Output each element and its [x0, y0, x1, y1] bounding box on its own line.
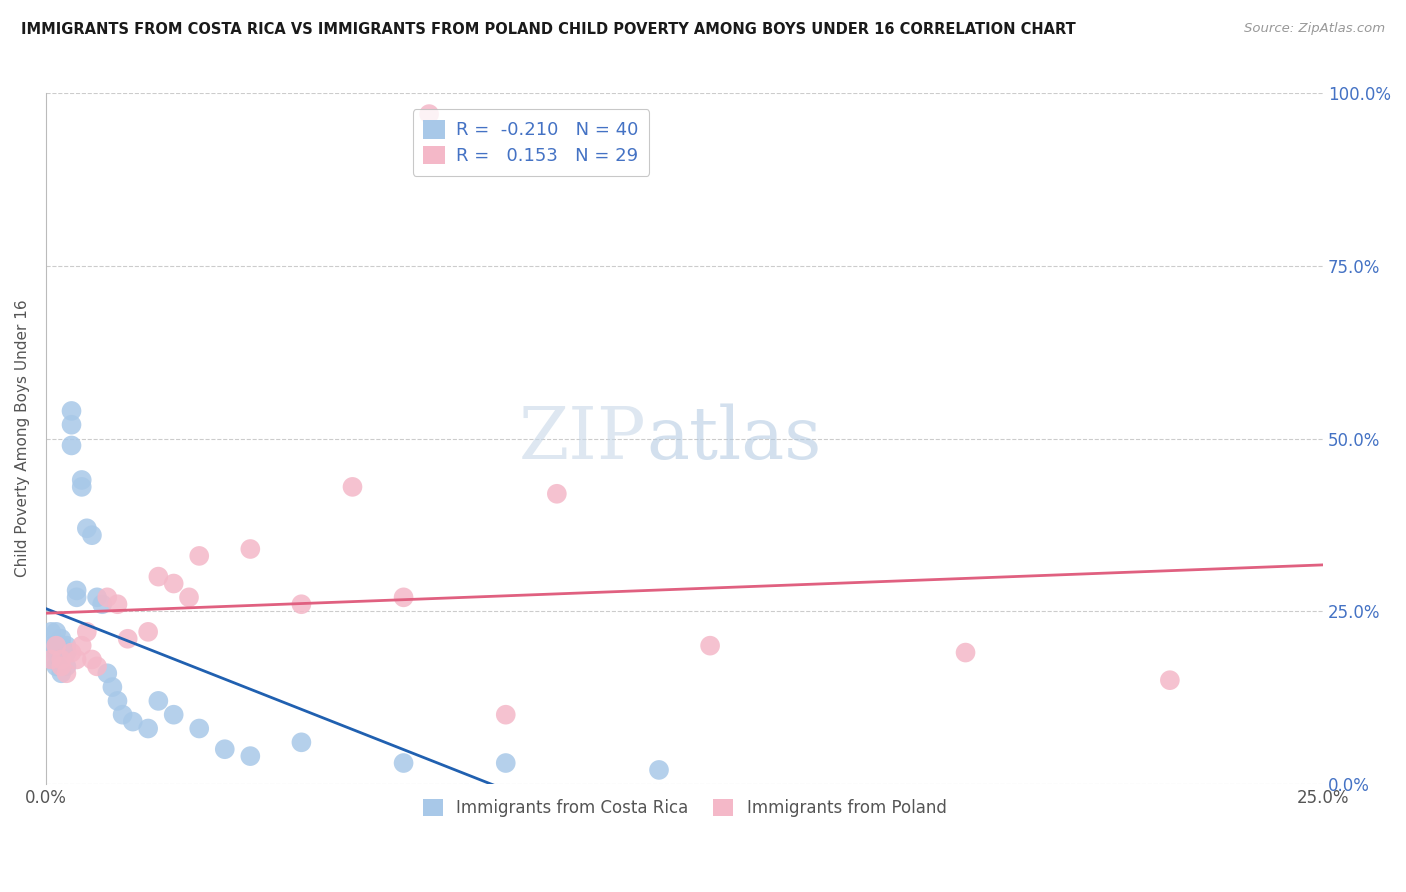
Point: [51, 639, 73, 653]
Point: [45, 646, 67, 660]
Point: [51, 652, 73, 666]
Point: [290, 735, 312, 749]
Point: [39, 652, 62, 666]
Point: [70, 639, 93, 653]
Point: [117, 632, 139, 646]
Point: [546, 487, 568, 501]
Point: [136, 624, 159, 639]
Point: [136, 722, 159, 736]
Point: [214, 742, 236, 756]
Point: [107, 694, 129, 708]
Point: [495, 756, 517, 770]
Text: IMMIGRANTS FROM COSTA RICA VS IMMIGRANTS FROM POLAND CHILD POVERTY AMONG BOYS UN: IMMIGRANTS FROM COSTA RICA VS IMMIGRANTS…: [21, 22, 1076, 37]
Point: [45, 624, 67, 639]
Point: [51, 632, 73, 646]
Point: [55, 639, 77, 653]
Point: [80, 652, 103, 666]
Point: [70, 473, 93, 487]
Point: [65, 652, 87, 666]
Point: [96, 591, 118, 605]
Point: [111, 707, 134, 722]
Point: [1159, 673, 1181, 688]
Point: [60, 404, 83, 418]
Point: [86, 591, 108, 605]
Point: [96, 666, 118, 681]
Point: [51, 652, 73, 666]
Point: [55, 646, 77, 660]
Point: [495, 707, 517, 722]
Point: [188, 549, 211, 563]
Point: [80, 528, 103, 542]
Point: [121, 714, 143, 729]
Point: [290, 597, 312, 611]
Point: [177, 591, 200, 605]
Point: [392, 756, 415, 770]
Point: [55, 659, 77, 673]
Point: [699, 639, 721, 653]
Point: [55, 666, 77, 681]
Point: [65, 591, 87, 605]
Point: [239, 541, 262, 556]
Point: [45, 659, 67, 673]
Point: [91, 597, 114, 611]
Point: [163, 707, 186, 722]
Point: [392, 591, 415, 605]
Point: [39, 652, 62, 666]
Y-axis label: Child Poverty Among Boys Under 16: Child Poverty Among Boys Under 16: [15, 300, 30, 577]
Point: [51, 659, 73, 673]
Point: [60, 438, 83, 452]
Text: atlas: atlas: [647, 403, 821, 474]
Point: [76, 624, 98, 639]
Point: [60, 417, 83, 432]
Point: [70, 480, 93, 494]
Point: [648, 763, 671, 777]
Point: [39, 624, 62, 639]
Point: [65, 583, 87, 598]
Point: [45, 639, 67, 653]
Point: [163, 576, 186, 591]
Point: [418, 107, 440, 121]
Point: [188, 722, 211, 736]
Point: [239, 749, 262, 764]
Legend: Immigrants from Costa Rica, Immigrants from Poland: Immigrants from Costa Rica, Immigrants f…: [416, 792, 953, 823]
Point: [86, 659, 108, 673]
Point: [60, 646, 83, 660]
Point: [51, 666, 73, 681]
Point: [101, 680, 124, 694]
Point: [76, 521, 98, 535]
Text: Source: ZipAtlas.com: Source: ZipAtlas.com: [1244, 22, 1385, 36]
Point: [45, 639, 67, 653]
Point: [148, 569, 170, 583]
Point: [148, 694, 170, 708]
Text: ZIP: ZIP: [519, 403, 647, 474]
Point: [955, 646, 977, 660]
Point: [107, 597, 129, 611]
Point: [39, 639, 62, 653]
Point: [342, 480, 364, 494]
